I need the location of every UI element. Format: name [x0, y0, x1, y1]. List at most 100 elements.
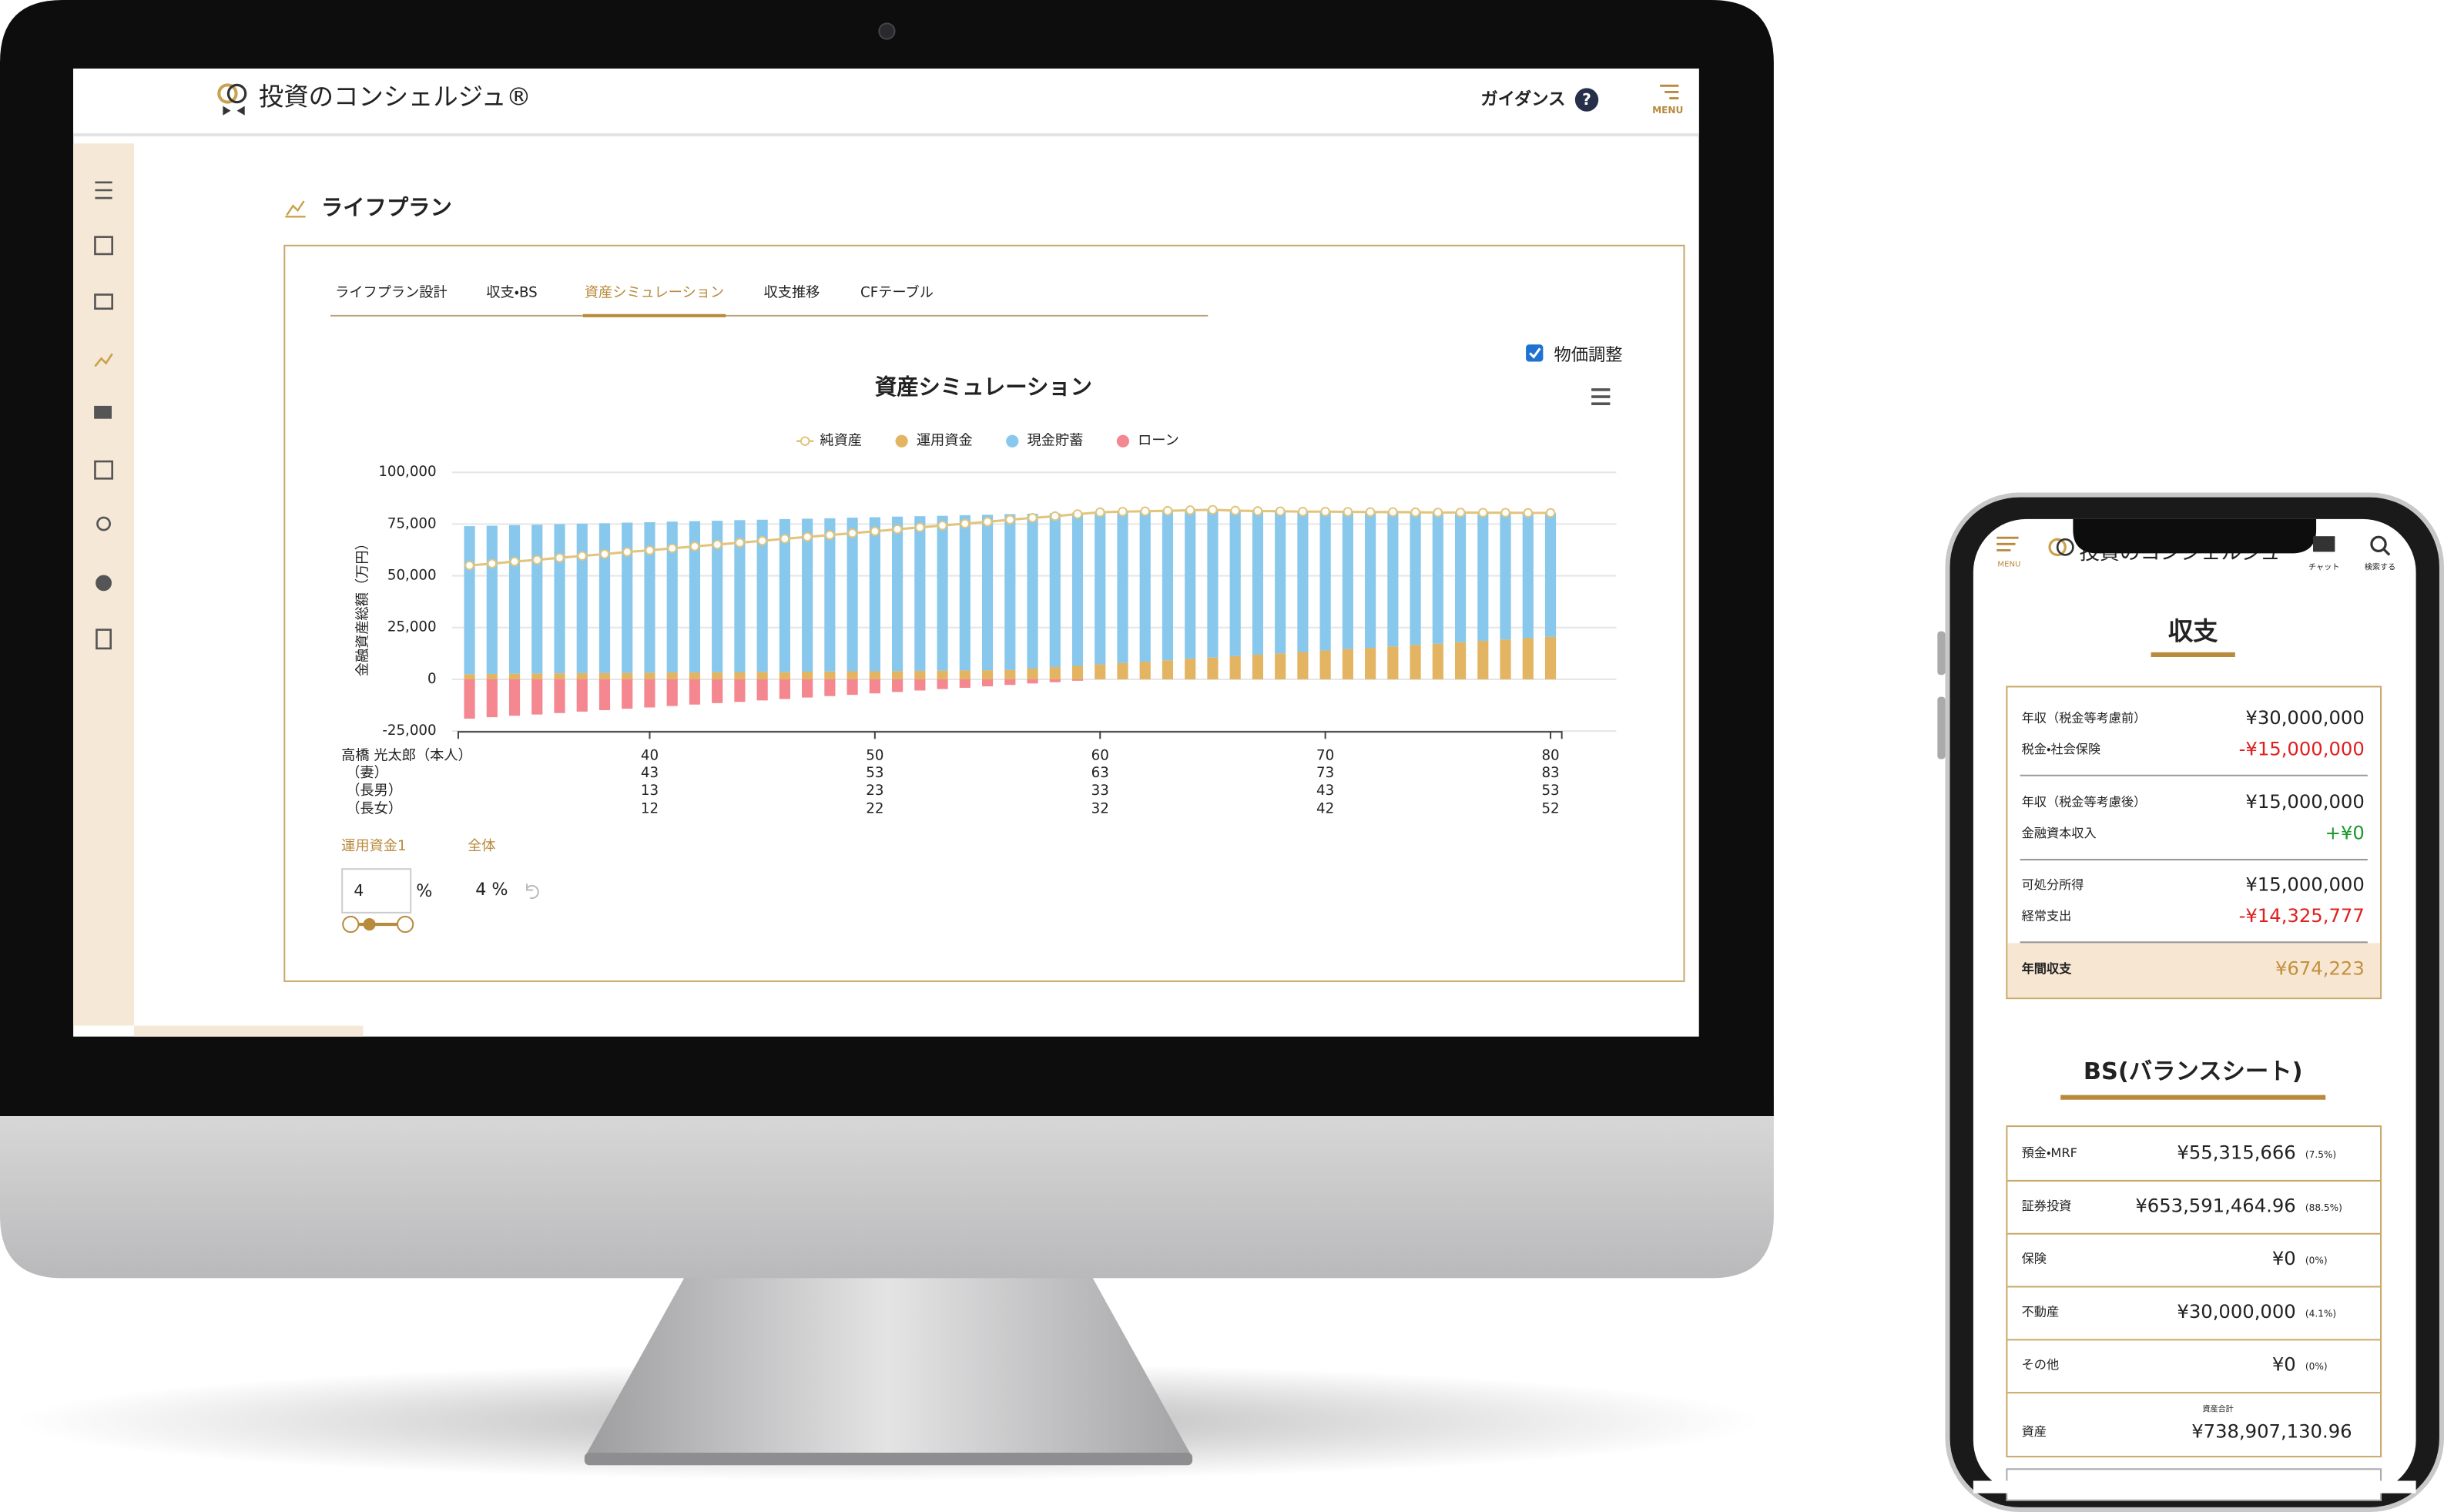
rate-input[interactable] — [341, 868, 412, 914]
checkbox-check[interactable] — [1529, 347, 1541, 359]
tabs: ライフプラン設計 収支・BS 資産シミュレーション 収支推移 CFテーブル — [335, 283, 934, 317]
x-row-value: 43 — [1316, 783, 1334, 799]
income-label: 金融資本収入 — [2022, 826, 2097, 840]
phone-chat-icon[interactable] — [2313, 536, 2335, 552]
bar — [802, 671, 813, 679]
tab[interactable]: 収支推移 — [764, 284, 820, 300]
nav-icon-report[interactable] — [94, 236, 114, 256]
sidebar-icons — [94, 181, 114, 650]
nav-icon-idea[interactable] — [96, 516, 111, 531]
x-row-label: （妻） — [346, 765, 388, 781]
line-point — [509, 556, 520, 567]
line-point — [1388, 507, 1398, 518]
bar — [1049, 667, 1061, 679]
phone-menu-label[interactable]: MENU — [1997, 561, 2020, 569]
legend-label[interactable]: 運用資金 — [917, 433, 973, 449]
bar — [892, 679, 904, 692]
bar — [1027, 668, 1038, 679]
bs-total-label: 資産 — [2022, 1424, 2047, 1439]
bar — [1004, 679, 1016, 686]
chart-menu[interactable] — [1591, 388, 1611, 405]
nav-icon-chart[interactable] — [94, 353, 113, 367]
tab[interactable]: ライフプラン設計 — [335, 284, 448, 300]
line-point — [1455, 508, 1466, 518]
y-tick-label: 25,000 — [387, 619, 437, 635]
nav-icon-card[interactable] — [94, 293, 114, 310]
bar — [1095, 664, 1106, 679]
phone-search-label[interactable]: 検索する — [2365, 562, 2395, 572]
bs-share: (4.1%) — [2305, 1308, 2336, 1319]
x-row-value: 53 — [1541, 783, 1559, 799]
nav-icon-profile[interactable] — [94, 460, 114, 480]
legend-label[interactable]: ローン — [1138, 433, 1179, 449]
phone-search-handle[interactable] — [2382, 548, 2391, 556]
x-tick-label: 60 — [1091, 747, 1109, 763]
slider-prev[interactable] — [342, 915, 360, 934]
line-point — [1298, 506, 1308, 517]
nav-icon-menu[interactable] — [95, 181, 112, 199]
legend-label[interactable]: 純資産 — [820, 433, 862, 449]
bar — [1117, 511, 1128, 663]
bar — [779, 672, 790, 679]
menu-label[interactable]: MENU — [1652, 105, 1683, 116]
bar — [1252, 511, 1264, 655]
line-point — [825, 530, 835, 540]
bar — [959, 670, 971, 679]
phone-chat-label[interactable]: チャット — [2308, 563, 2339, 572]
bs-title: BS(バランスシート) — [2084, 1058, 2303, 1085]
line-point — [712, 539, 722, 550]
bar — [1342, 511, 1353, 649]
fund-label[interactable]: 運用資金1 — [341, 838, 406, 854]
bar — [1117, 662, 1128, 679]
checkbox-label[interactable]: 物価調整 — [1554, 345, 1623, 365]
phone-menu-icon[interactable] — [1996, 536, 2019, 551]
bar — [847, 518, 858, 672]
line-point — [1162, 505, 1173, 516]
logo-text[interactable]: 投資のコンシェルジュ® — [259, 82, 531, 112]
all-label[interactable]: 全体 — [468, 838, 495, 854]
bar — [1454, 642, 1467, 679]
x-axis-title: 高橋 光太郎（本人） — [341, 747, 472, 763]
legend-marker — [800, 436, 810, 447]
bs-value: ¥30,000,000 — [2177, 1300, 2295, 1323]
bar — [824, 518, 836, 672]
x-row-value: 63 — [1091, 765, 1109, 781]
menu-icon[interactable] — [1660, 84, 1679, 99]
tab[interactable]: CFテーブル — [860, 283, 934, 300]
bar — [666, 521, 678, 673]
nav-icon-settings[interactable] — [96, 575, 112, 592]
phone-search-icon[interactable] — [2370, 535, 2387, 553]
bs-share: (7.5%) — [2305, 1149, 2336, 1160]
tab[interactable]: 資産シミュレーション — [585, 284, 724, 300]
bs-label: 保険 — [2022, 1252, 2047, 1266]
x-row-value: 73 — [1316, 765, 1334, 781]
tab[interactable]: 収支・BS — [486, 284, 537, 300]
help-icon[interactable] — [1574, 88, 1599, 112]
line-point — [1478, 508, 1488, 518]
guidance-link[interactable]: ガイダンス — [1480, 89, 1565, 109]
reset-icon[interactable] — [525, 883, 539, 900]
line-point — [464, 560, 474, 571]
bar — [1095, 512, 1106, 665]
nav-icon-chat[interactable] — [94, 405, 112, 419]
checkbox[interactable] — [1526, 344, 1544, 362]
y-axis-title: 金融資産総額（万円） — [354, 536, 370, 676]
bar — [508, 673, 521, 679]
bar — [1544, 512, 1557, 637]
line-point — [1185, 505, 1195, 515]
bs-label: 証券投資 — [2022, 1199, 2072, 1213]
slider-next[interactable] — [397, 915, 414, 934]
bar — [824, 679, 836, 696]
slider-thumb[interactable] — [363, 917, 376, 931]
x-row-value: 22 — [866, 800, 883, 816]
line-point — [1208, 505, 1218, 515]
help-mark[interactable]: ? — [1582, 90, 1591, 109]
bar — [802, 518, 813, 672]
income-label: 年収（税金等考慮前） — [2022, 710, 2147, 725]
bar — [666, 679, 678, 706]
line-point — [487, 558, 498, 568]
income-label: 年収（税金等考慮後） — [2022, 795, 2147, 810]
legend-label[interactable]: 現金貯蓄 — [1027, 433, 1083, 449]
nav-icon-document[interactable] — [96, 629, 112, 650]
rate-input-value[interactable]: 4 — [354, 881, 364, 900]
